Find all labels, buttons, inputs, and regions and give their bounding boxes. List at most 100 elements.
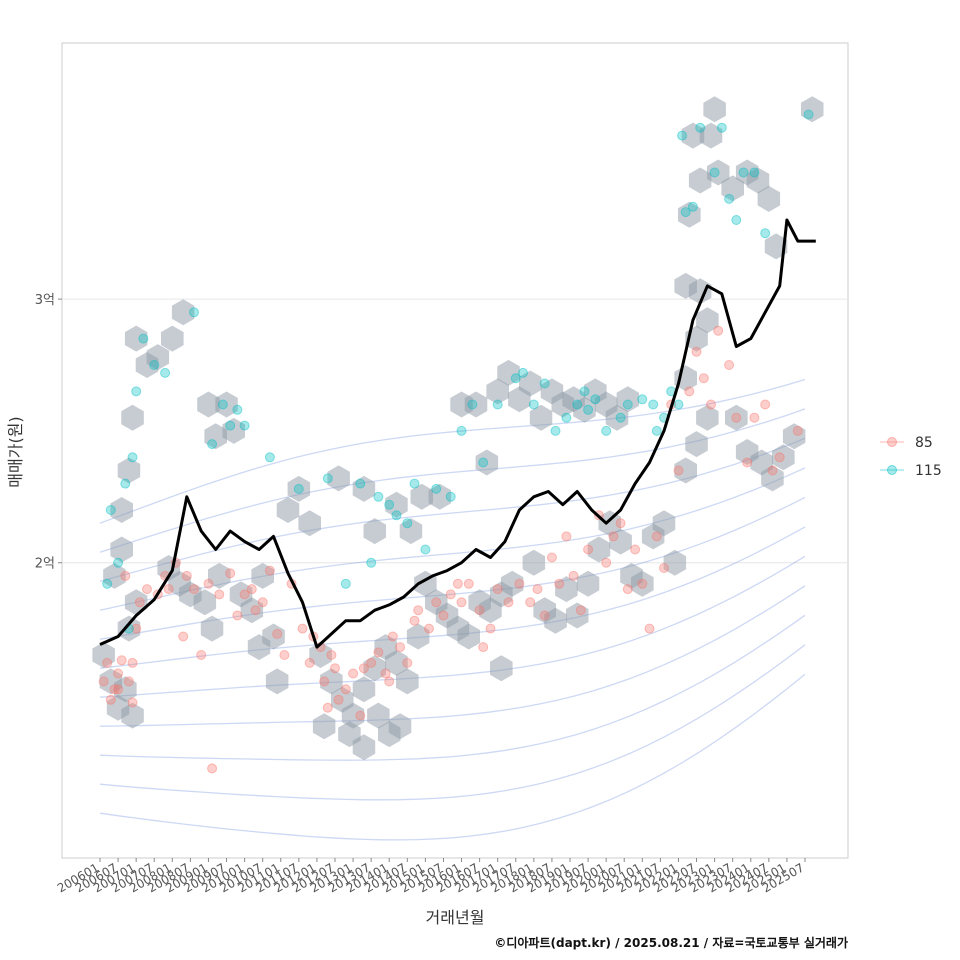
data-point-85[interactable] [644,623,655,634]
data-point-85[interactable] [333,694,344,705]
data-point-115[interactable] [131,386,142,397]
data-point-85[interactable] [474,605,485,616]
data-point-85[interactable] [409,615,420,626]
data-point-85[interactable] [478,642,489,653]
data-point-85[interactable] [463,578,474,589]
data-point-85[interactable] [232,610,243,621]
data-point-85[interactable] [380,668,391,679]
data-point-85[interactable] [127,657,138,668]
data-point-85[interactable] [608,531,619,542]
data-point-115[interactable] [738,167,749,178]
data-point-85[interactable] [456,597,467,608]
data-point-115[interactable] [207,439,218,450]
legend-entry-115[interactable]: 115 [880,463,942,479]
data-point-115[interactable] [680,207,691,218]
data-point-85[interactable] [546,552,557,563]
data-point-85[interactable] [304,657,315,668]
data-point-85[interactable] [637,578,648,589]
data-point-115[interactable] [239,420,250,431]
data-point-85[interactable] [445,589,456,600]
data-point-85[interactable] [684,386,695,397]
data-point-115[interactable] [366,557,377,568]
data-point-115[interactable] [102,578,113,589]
data-point-115[interactable] [590,394,601,405]
data-point-115[interactable] [264,452,275,463]
data-point-115[interactable] [384,499,395,510]
data-point-85[interactable] [561,531,572,542]
data-point-115[interactable] [431,483,442,494]
data-point-85[interactable] [189,584,199,595]
data-point-85[interactable] [127,697,138,708]
data-point-115[interactable] [561,412,572,423]
legend-entry-85[interactable]: 85 [880,435,933,451]
data-point-115[interactable] [478,457,489,468]
data-point-85[interactable] [134,597,145,608]
data-point-85[interactable] [225,568,236,579]
data-point-85[interactable] [105,694,116,705]
data-point-85[interactable] [98,676,109,687]
data-point-85[interactable] [731,412,742,423]
data-point-85[interactable] [203,578,214,589]
data-point-115[interactable] [716,122,727,133]
data-point-85[interactable] [366,657,377,668]
data-point-85[interactable] [568,570,579,581]
data-point-115[interactable] [322,473,333,484]
data-point-85[interactable] [525,597,536,608]
data-point-115[interactable] [105,505,116,515]
data-point-85[interactable] [622,584,633,595]
data-point-85[interactable] [207,763,218,774]
data-point-85[interactable] [575,605,586,616]
data-point-85[interactable] [102,657,113,668]
data-point-85[interactable] [131,623,142,634]
data-point-115[interactable] [528,399,539,410]
data-point-85[interactable] [452,578,463,589]
data-point-85[interactable] [123,676,134,687]
data-point-85[interactable] [395,642,406,653]
data-point-115[interactable] [622,399,633,410]
data-point-85[interactable] [116,655,127,666]
data-point-85[interactable] [214,589,225,600]
data-point-85[interactable] [181,570,192,581]
data-point-85[interactable] [514,578,525,589]
data-point-85[interactable] [774,452,785,463]
data-point-85[interactable] [373,647,384,658]
data-point-115[interactable] [651,425,662,436]
data-point-85[interactable] [402,657,413,668]
data-point-85[interactable] [760,399,771,410]
data-point-85[interactable] [651,531,662,542]
data-point-115[interactable] [467,399,478,410]
data-point-85[interactable] [438,610,449,621]
data-point-85[interactable] [239,589,250,600]
data-point-115[interactable] [420,544,431,555]
data-point-115[interactable] [677,130,688,141]
data-point-115[interactable] [340,578,351,589]
data-point-85[interactable] [673,465,684,476]
data-point-85[interactable] [348,668,359,679]
data-point-115[interactable] [445,491,456,502]
data-point-115[interactable] [583,404,594,415]
data-point-85[interactable] [355,710,366,721]
data-point-85[interactable] [532,584,543,595]
data-point-115[interactable] [572,399,583,410]
data-point-115[interactable] [648,399,659,410]
data-point-85[interactable] [615,518,626,529]
data-point-85[interactable] [319,676,330,687]
data-point-115[interactable] [579,386,590,397]
data-point-85[interactable] [630,544,641,555]
data-point-85[interactable] [340,684,351,695]
data-point-115[interactable] [760,228,771,239]
data-point-85[interactable] [503,597,514,608]
data-point-85[interactable] [767,465,778,476]
data-point-115[interactable] [510,373,521,384]
data-point-85[interactable] [178,631,189,642]
data-point-115[interactable] [731,215,742,225]
data-point-85[interactable] [163,584,174,595]
data-point-115[interactable] [687,201,698,212]
data-point-115[interactable] [695,122,706,133]
data-point-85[interactable] [742,457,753,468]
data-point-115[interactable] [391,510,402,521]
data-point-85[interactable] [424,623,434,634]
data-point-85[interactable] [272,628,283,639]
data-point-85[interactable] [492,584,503,595]
data-point-85[interactable] [326,650,337,660]
